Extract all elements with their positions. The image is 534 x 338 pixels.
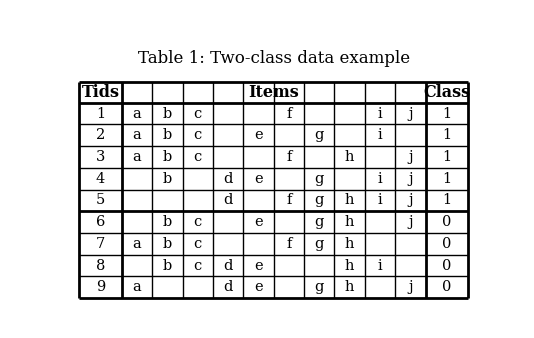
Text: 1: 1 xyxy=(442,193,451,208)
Text: h: h xyxy=(345,237,355,251)
Text: d: d xyxy=(223,259,233,273)
Text: b: b xyxy=(163,128,172,142)
Text: Class: Class xyxy=(423,84,470,101)
Text: h: h xyxy=(345,259,355,273)
Text: Table 1: Two-class data example: Table 1: Two-class data example xyxy=(138,50,410,67)
Text: 1: 1 xyxy=(96,106,105,121)
Text: j: j xyxy=(408,172,413,186)
Text: f: f xyxy=(286,150,292,164)
Text: 0: 0 xyxy=(442,215,452,229)
Text: b: b xyxy=(163,259,172,273)
Text: g: g xyxy=(315,280,324,294)
Text: b: b xyxy=(163,106,172,121)
Text: a: a xyxy=(132,150,142,164)
Text: a: a xyxy=(132,280,142,294)
Text: e: e xyxy=(254,259,263,273)
Text: a: a xyxy=(132,106,142,121)
Text: j: j xyxy=(408,106,413,121)
Text: d: d xyxy=(223,280,233,294)
Text: Items: Items xyxy=(248,84,299,101)
Text: 2: 2 xyxy=(96,128,105,142)
Text: f: f xyxy=(286,106,292,121)
Text: f: f xyxy=(286,193,292,208)
Text: 5: 5 xyxy=(96,193,105,208)
Text: g: g xyxy=(315,172,324,186)
Text: i: i xyxy=(378,172,382,186)
Text: 3: 3 xyxy=(96,150,105,164)
Text: 0: 0 xyxy=(442,237,452,251)
Text: j: j xyxy=(408,280,413,294)
Text: 6: 6 xyxy=(96,215,105,229)
Text: 0: 0 xyxy=(442,280,452,294)
Text: h: h xyxy=(345,193,355,208)
Text: c: c xyxy=(194,150,202,164)
Text: i: i xyxy=(378,259,382,273)
Text: j: j xyxy=(408,215,413,229)
Text: Tids: Tids xyxy=(82,84,120,101)
Text: b: b xyxy=(163,172,172,186)
Text: e: e xyxy=(254,128,263,142)
Text: 1: 1 xyxy=(442,128,451,142)
Text: c: c xyxy=(194,259,202,273)
Text: j: j xyxy=(408,150,413,164)
Text: g: g xyxy=(315,193,324,208)
Text: 1: 1 xyxy=(442,172,451,186)
Text: g: g xyxy=(315,215,324,229)
Text: a: a xyxy=(132,128,142,142)
Text: 4: 4 xyxy=(96,172,105,186)
Text: e: e xyxy=(254,172,263,186)
Text: a: a xyxy=(132,237,142,251)
Text: e: e xyxy=(254,215,263,229)
Text: b: b xyxy=(163,237,172,251)
Bar xyxy=(79,82,468,298)
Text: c: c xyxy=(194,128,202,142)
Text: b: b xyxy=(163,150,172,164)
Text: 1: 1 xyxy=(442,106,451,121)
Text: d: d xyxy=(223,172,233,186)
Text: i: i xyxy=(378,193,382,208)
Text: c: c xyxy=(194,215,202,229)
Text: d: d xyxy=(223,193,233,208)
Text: 8: 8 xyxy=(96,259,105,273)
Text: g: g xyxy=(315,237,324,251)
Text: 7: 7 xyxy=(96,237,105,251)
Text: h: h xyxy=(345,150,355,164)
Text: b: b xyxy=(163,215,172,229)
Text: 0: 0 xyxy=(442,259,452,273)
Text: c: c xyxy=(194,237,202,251)
Text: h: h xyxy=(345,280,355,294)
Text: i: i xyxy=(378,106,382,121)
Text: 9: 9 xyxy=(96,280,105,294)
Text: f: f xyxy=(286,237,292,251)
Text: g: g xyxy=(315,128,324,142)
Text: i: i xyxy=(378,128,382,142)
Text: c: c xyxy=(194,106,202,121)
Text: j: j xyxy=(408,193,413,208)
Text: h: h xyxy=(345,215,355,229)
Text: e: e xyxy=(254,280,263,294)
Text: 1: 1 xyxy=(442,150,451,164)
